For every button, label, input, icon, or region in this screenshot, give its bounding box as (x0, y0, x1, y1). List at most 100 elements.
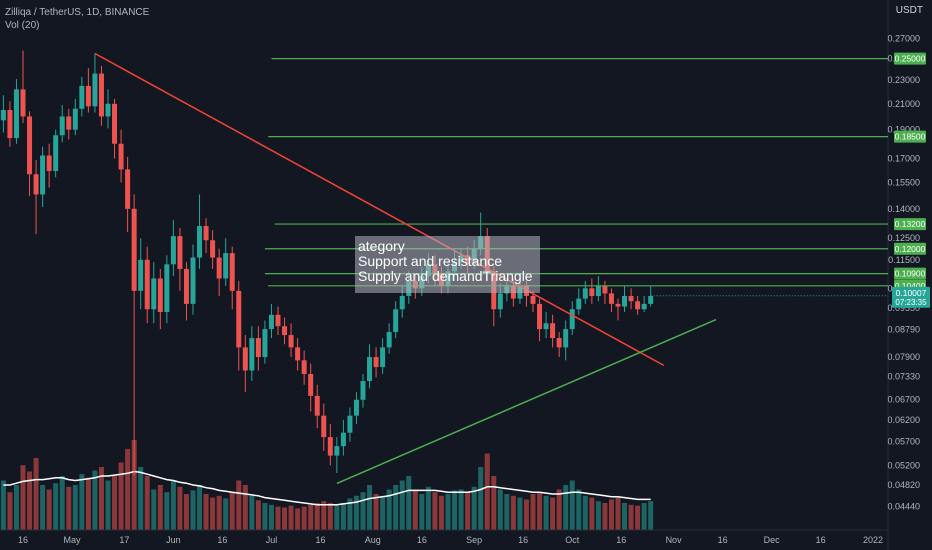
volume-bar (242, 485, 248, 530)
volume-bar (27, 471, 33, 530)
volume-bar (98, 467, 104, 530)
price-tick-label: 0.12500 (887, 233, 920, 243)
volume-bar (144, 476, 150, 530)
price-tick-label: 0.15500 (887, 177, 920, 187)
candle-body (177, 236, 183, 269)
volume-bar (308, 504, 314, 530)
price-tick-label: 0.07900 (887, 352, 920, 362)
volume-bar (33, 458, 39, 530)
candle-body (334, 446, 340, 456)
price-tick-label: 0.09550 (887, 303, 920, 313)
price-tick-label: 0.07330 (887, 371, 920, 381)
volume-bar (268, 504, 274, 530)
price-tick-label: 0.05700 (887, 437, 920, 447)
candle-body (262, 329, 268, 358)
volume-bar (13, 485, 19, 530)
volume-bar (458, 489, 464, 530)
candle-body (595, 285, 601, 296)
price-tick-label: 0.06700 (887, 395, 920, 405)
candle-body (373, 357, 379, 368)
volume-bar (7, 492, 13, 530)
volume-ma-line (3, 470, 651, 506)
volume-bar (399, 480, 405, 530)
candle-body (628, 295, 634, 302)
time-tick-label: 16 (417, 535, 427, 545)
candle-body (40, 155, 46, 195)
candle-body (582, 288, 588, 299)
volume-bar (419, 494, 425, 530)
candle-body (72, 108, 78, 130)
candle-body (255, 338, 261, 358)
candle-body (537, 303, 543, 330)
time-tick-label: 16 (518, 535, 528, 545)
candle-body (367, 357, 373, 382)
volume-bar (203, 494, 209, 530)
candle-body (131, 208, 137, 291)
price-tick-label: 0.21000 (887, 99, 920, 109)
level-price-label: 0.13200 (895, 219, 926, 229)
candle-body (576, 298, 582, 310)
volume-bar (445, 494, 451, 530)
volume-bar (282, 507, 288, 530)
volume-bar (223, 498, 229, 530)
candle-body (190, 257, 196, 304)
volume-bar (236, 480, 242, 530)
volume-bar (504, 494, 510, 530)
volume-bar (177, 486, 183, 530)
volume-bar (582, 495, 588, 530)
text-annotation[interactable]: ategory Support and resistance Supply an… (355, 236, 540, 293)
price-tick-label: 0.05200 (887, 460, 920, 470)
volume-bar (510, 495, 516, 530)
volume-bar (497, 489, 503, 530)
volume-bar (635, 505, 641, 530)
candle-body (164, 264, 170, 313)
candle-body (550, 323, 556, 339)
candle-body (497, 293, 503, 310)
volume-bar (314, 503, 320, 530)
candle-body (327, 437, 333, 456)
candle-body (635, 301, 641, 310)
symbol-title[interactable]: Zilliqa / TetherUS, 1D, BINANCE (5, 7, 150, 18)
candle-body (236, 290, 242, 348)
candle-body (105, 103, 111, 117)
volume-bar (151, 489, 157, 530)
candle-body (282, 326, 288, 336)
candle-body (20, 89, 26, 117)
volume-bar (105, 480, 111, 530)
volume-bar (576, 489, 582, 530)
volume-bar (255, 500, 261, 530)
time-tick-label: 16 (816, 535, 826, 545)
volume-bar (353, 495, 359, 530)
volume-bar (190, 490, 196, 530)
volume-indicator-label[interactable]: Vol (20) (5, 20, 40, 31)
volume-bar (118, 462, 124, 530)
price-tick-label: 0.11500 (888, 255, 920, 265)
price-tick-label: 0.19000 (887, 125, 920, 135)
candle-body (98, 73, 104, 117)
volume-bar (125, 449, 131, 530)
candle-body (170, 236, 176, 265)
currency-button[interactable]: USDT (895, 5, 923, 16)
volume-bar (543, 495, 549, 530)
candle-body (641, 303, 647, 310)
current-price-tag (892, 286, 930, 308)
time-tick-label: Jul (266, 535, 278, 545)
candle-body (569, 309, 575, 330)
candle-body (353, 399, 359, 416)
price-tick-label: 0.04820 (887, 480, 920, 490)
volume-bar (550, 497, 556, 530)
volume-bar (517, 497, 523, 530)
volume-bar (347, 498, 353, 530)
time-tick-label: 16 (217, 535, 227, 545)
volume-bar (72, 485, 78, 530)
candle-body (66, 116, 72, 130)
volume-bar (569, 480, 575, 530)
volume-bar (412, 489, 418, 530)
candle-body (118, 143, 124, 170)
candle-body (340, 432, 346, 447)
volume-bar (484, 453, 490, 530)
candle-body (151, 278, 157, 310)
volume-bar (641, 503, 647, 530)
candle-body (216, 257, 222, 279)
volume-bar (53, 483, 59, 530)
